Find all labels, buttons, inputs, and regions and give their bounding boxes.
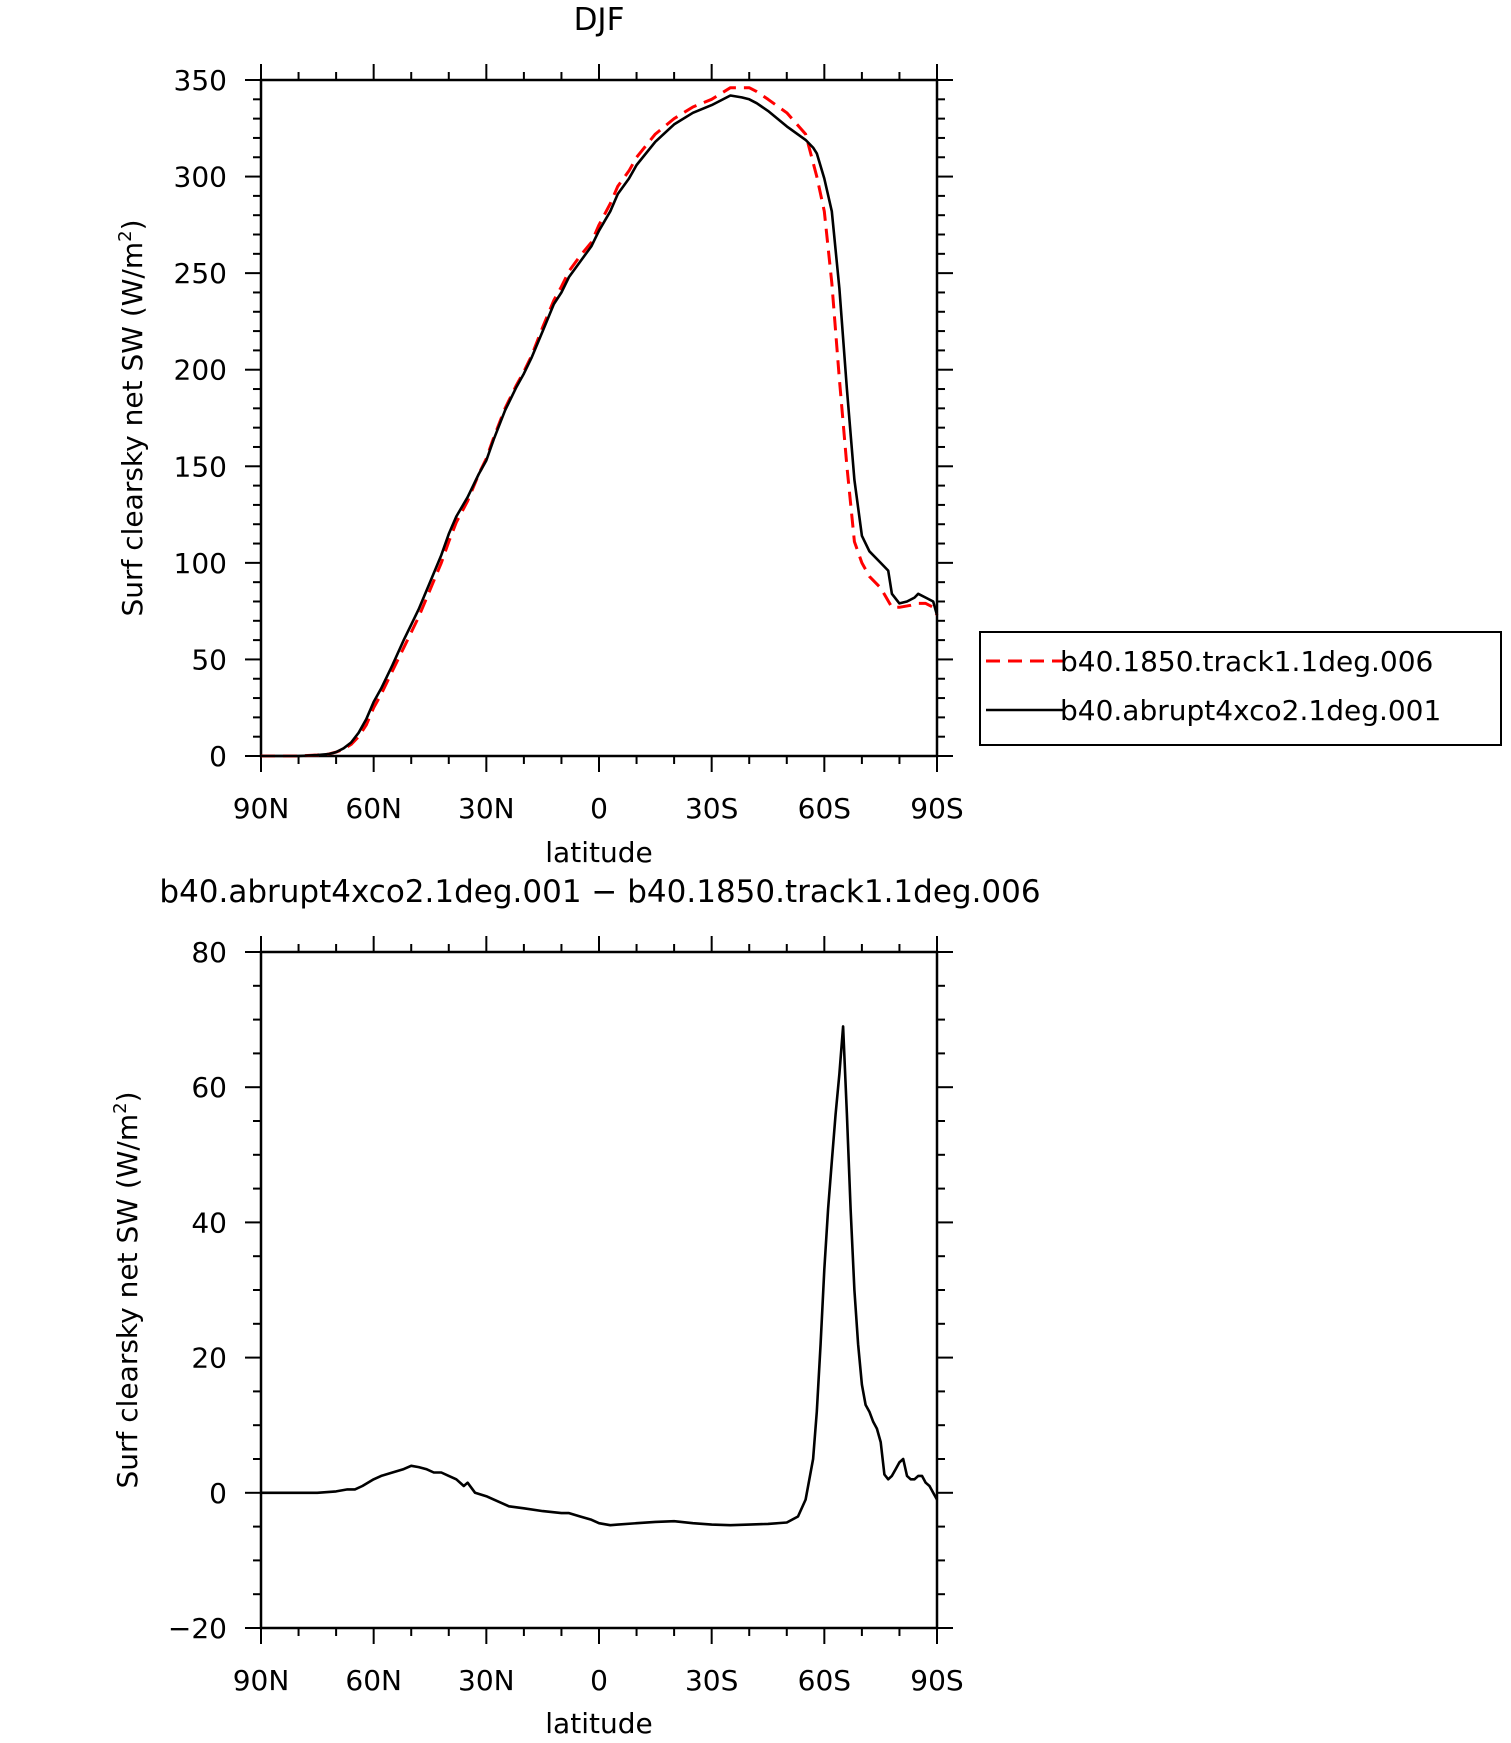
x-tick-label: 90S — [910, 1664, 963, 1697]
bottom-series-group — [261, 1025, 939, 1527]
y-tick-label: −20 — [168, 1612, 227, 1645]
bottom-panel: b40.abrupt4xco2.1deg.001 − b40.1850.trac… — [110, 874, 1041, 1740]
top-series-group — [261, 86, 939, 758]
top-ticks — [245, 64, 953, 772]
y-tick-label: 100 — [174, 547, 227, 580]
x-tick-label: 30S — [685, 1664, 738, 1697]
y-tick-label: 0 — [209, 740, 227, 773]
y-tick-label: 350 — [174, 64, 227, 97]
top-y-axis-label: Surf clearsky net SW (W/m2) — [115, 219, 149, 616]
x-tick-label: 90N — [233, 792, 290, 825]
top-panel: DJF 0 50 100 150 200 250 300 350 90N 60N 30N 0 30S 6… — [115, 2, 1502, 869]
legend-label-series-2: b40.abrupt4xco2.1deg.001 — [1060, 694, 1441, 727]
top-chart-title: DJF — [574, 2, 625, 38]
x-tick-label: 30N — [458, 1664, 515, 1697]
bottom-x-tick-labels: 90N 60N 30N 0 30S 60S 90S — [233, 1664, 964, 1697]
x-tick-label: 60N — [345, 792, 402, 825]
y-tick-label: 40 — [191, 1206, 227, 1239]
y-tick-label: 250 — [174, 257, 227, 290]
bottom-y-tick-labels: −20 0 20 40 60 80 — [168, 936, 227, 1645]
bottom-plot-frame — [259, 950, 939, 1630]
bottom-y-axis-label: Surf clearsky net SW (W/m2) — [110, 1091, 144, 1488]
top-y-axis-label-close: ) — [116, 219, 149, 230]
top-x-axis-label: latitude — [545, 836, 652, 869]
series-line-1 — [261, 86, 939, 758]
bottom-y-axis-label-main: Surf clearsky net SW (W/m — [111, 1114, 144, 1489]
legend-box — [979, 631, 1502, 746]
x-tick-label: 60S — [798, 1664, 851, 1697]
x-tick-label: 0 — [590, 1664, 608, 1697]
bottom-chart-title: b40.abrupt4xco2.1deg.001 − b40.1850.trac… — [159, 874, 1040, 910]
y-tick-label: 80 — [191, 936, 227, 969]
bottom-y-axis-label-close: ) — [111, 1091, 144, 1102]
x-tick-label: 90S — [910, 792, 963, 825]
top-y-tick-labels: 0 50 100 150 200 250 300 350 — [174, 64, 227, 773]
top-y-axis-label-sup: 2 — [115, 230, 136, 241]
y-tick-label: 60 — [191, 1071, 227, 1104]
series-line-1 — [261, 1025, 939, 1527]
y-tick-label: 200 — [174, 354, 227, 387]
bottom-ticks — [245, 936, 953, 1644]
y-tick-label: 0 — [209, 1477, 227, 1510]
bottom-y-axis-label-sup: 2 — [110, 1102, 131, 1113]
top-y-axis-label-main: Surf clearsky net SW (W/m — [116, 242, 149, 617]
x-tick-label: 0 — [590, 792, 608, 825]
top-x-tick-labels: 90N 60N 30N 0 30S 60S 90S — [233, 792, 964, 825]
y-tick-label: 300 — [174, 161, 227, 194]
legend-label-series-1: b40.1850.track1.1deg.006 — [1060, 645, 1433, 678]
top-plot-frame — [259, 78, 939, 758]
x-tick-label: 30N — [458, 792, 515, 825]
x-tick-label: 60N — [345, 1664, 402, 1697]
x-tick-label: 60S — [798, 792, 851, 825]
bottom-x-axis-label: latitude — [545, 1707, 652, 1740]
x-tick-label: 30S — [685, 792, 738, 825]
y-tick-label: 150 — [174, 450, 227, 483]
y-tick-label: 50 — [191, 643, 227, 676]
legend: b40.1850.track1.1deg.006 b40.abrupt4xco2… — [979, 631, 1502, 746]
series-line-2 — [261, 94, 939, 758]
y-tick-label: 20 — [191, 1342, 227, 1375]
x-tick-label: 90N — [233, 1664, 290, 1697]
